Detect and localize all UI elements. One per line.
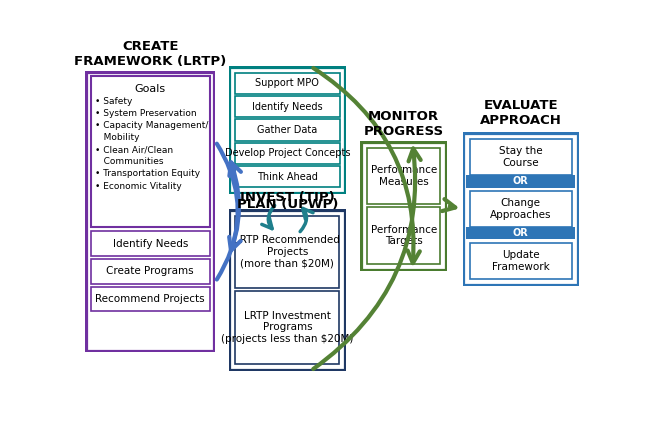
Text: OR: OR	[513, 228, 528, 238]
FancyBboxPatch shape	[229, 67, 346, 194]
Text: Think Ahead: Think Ahead	[257, 172, 318, 182]
FancyBboxPatch shape	[367, 148, 440, 204]
Text: MONITOR
PROGRESS: MONITOR PROGRESS	[363, 110, 444, 138]
FancyBboxPatch shape	[233, 213, 343, 367]
Text: LRTP Recommended
Projects
(more than $20M): LRTP Recommended Projects (more than $20…	[235, 235, 341, 269]
Text: EVALUATE
APPROACH: EVALUATE APPROACH	[480, 99, 562, 127]
FancyBboxPatch shape	[85, 71, 215, 352]
FancyBboxPatch shape	[235, 166, 340, 187]
FancyBboxPatch shape	[89, 75, 211, 348]
Text: Recommend Projects: Recommend Projects	[96, 294, 205, 304]
FancyBboxPatch shape	[364, 145, 443, 267]
Text: Performance
Targets: Performance Targets	[370, 225, 437, 246]
FancyBboxPatch shape	[235, 291, 339, 364]
Text: • Safety
• System Preservation
• Capacity Management/
   Mobility
• Clean Air/Cl: • Safety • System Preservation • Capacit…	[95, 96, 209, 191]
FancyBboxPatch shape	[90, 231, 210, 256]
FancyBboxPatch shape	[235, 216, 339, 288]
Text: Change
Approaches: Change Approaches	[490, 198, 551, 220]
FancyBboxPatch shape	[469, 191, 572, 227]
Text: Performance
Measures: Performance Measures	[370, 165, 437, 187]
Text: Create Programs: Create Programs	[107, 266, 194, 276]
FancyBboxPatch shape	[235, 96, 340, 117]
FancyBboxPatch shape	[235, 119, 340, 140]
FancyBboxPatch shape	[367, 207, 440, 264]
FancyBboxPatch shape	[235, 73, 340, 94]
Text: Stay the
Course: Stay the Course	[499, 146, 543, 168]
FancyBboxPatch shape	[90, 76, 210, 227]
FancyBboxPatch shape	[467, 136, 575, 282]
FancyBboxPatch shape	[229, 209, 346, 371]
FancyBboxPatch shape	[467, 175, 575, 187]
Text: Identify Needs: Identify Needs	[112, 238, 188, 248]
Text: Identify Needs: Identify Needs	[252, 102, 322, 111]
Text: Goals: Goals	[135, 84, 166, 94]
FancyBboxPatch shape	[90, 287, 210, 311]
Text: CREATE
FRAMEWORK (LRTP): CREATE FRAMEWORK (LRTP)	[74, 40, 226, 68]
Text: Update
Framework: Update Framework	[492, 250, 549, 272]
Text: Support MPO: Support MPO	[255, 78, 319, 88]
FancyBboxPatch shape	[360, 141, 447, 270]
Text: OR: OR	[513, 176, 528, 187]
FancyBboxPatch shape	[463, 132, 578, 286]
FancyBboxPatch shape	[235, 143, 340, 164]
FancyBboxPatch shape	[90, 259, 210, 284]
FancyBboxPatch shape	[233, 70, 343, 190]
FancyBboxPatch shape	[469, 139, 572, 175]
Text: Gather Data: Gather Data	[257, 125, 317, 135]
Text: PLAN (UPWP): PLAN (UPWP)	[237, 198, 338, 211]
FancyBboxPatch shape	[467, 227, 575, 239]
Text: LRTP Investment
Programs
(projects less than $20M): LRTP Investment Programs (projects less …	[221, 311, 354, 344]
Text: INVEST (TIP): INVEST (TIP)	[240, 191, 335, 204]
Text: Develop Project Concepts: Develop Project Concepts	[225, 149, 350, 159]
FancyBboxPatch shape	[469, 242, 572, 279]
